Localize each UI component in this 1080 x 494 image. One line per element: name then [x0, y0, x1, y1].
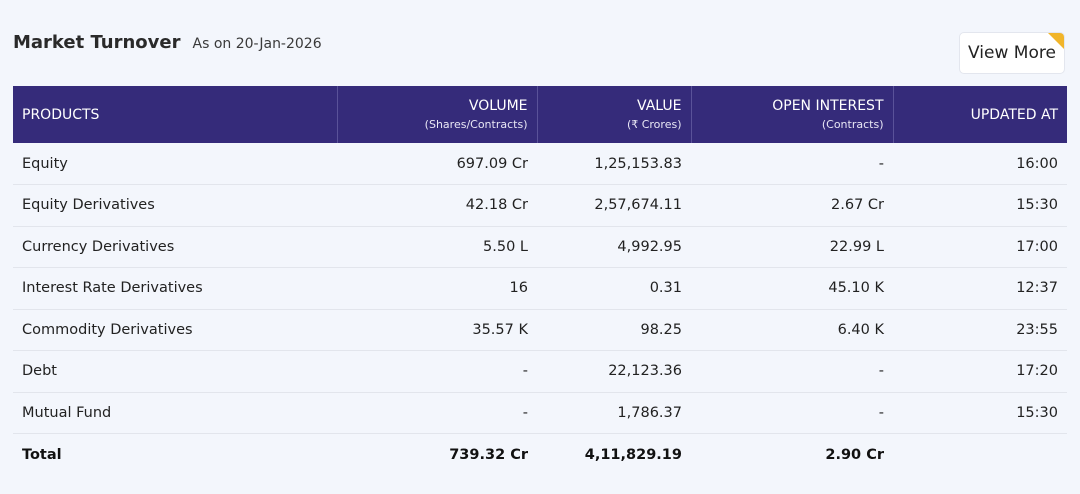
column-header-label: VOLUME	[468, 97, 528, 114]
cell-value: 2,57,674.11	[537, 184, 691, 227]
cell-open-interest: 6.40 K	[691, 309, 893, 351]
total-volume: 739.32 Cr	[449, 446, 528, 463]
column-header-unit: (Contracts)	[821, 117, 884, 131]
column-header-unit: (Shares/Contracts)	[424, 117, 528, 131]
cell-volume: 697.09 Cr	[337, 143, 537, 185]
section-header: Market Turnover As on 20-Jan-2026	[13, 32, 322, 53]
cell-volume: 16	[337, 267, 537, 310]
cell-volume: 5.50 L	[337, 226, 537, 268]
cell-value: 1,25,153.83	[537, 143, 691, 185]
cell-updated-at: 12:37	[893, 267, 1067, 310]
cell-product: Debt	[13, 350, 337, 393]
cell-product: Equity Derivatives	[13, 184, 337, 227]
cell-updated-at: 15:30	[893, 184, 1067, 227]
column-header-label: UPDATED AT	[970, 106, 1058, 123]
cell-volume: 35.57 K	[337, 309, 537, 351]
cell-product: Equity	[13, 143, 337, 185]
cell-product: Interest Rate Derivatives	[13, 267, 337, 310]
table-row: Interest Rate Derivatives 16 0.31 45.10 …	[13, 267, 1067, 310]
column-header-updated-at: UPDATED AT	[892, 86, 1067, 143]
table-row: Equity 697.09 Cr 1,25,153.83 - 16:00	[13, 143, 1067, 185]
column-header-label: VALUE	[637, 97, 682, 114]
cell-volume: -	[337, 392, 537, 434]
cell-updated-at: 15:30	[893, 392, 1067, 434]
corner-accent-icon	[1048, 33, 1064, 49]
cell-value: 98.25	[537, 309, 691, 351]
cell-open-interest: 45.10 K	[691, 267, 893, 310]
cell-volume: 42.18 Cr	[337, 184, 537, 227]
total-open-interest: 2.90 Cr	[825, 446, 884, 463]
cell-open-interest: -	[691, 350, 893, 393]
cell-updated-at: 16:00	[893, 143, 1067, 185]
cell-product: Mutual Fund	[13, 392, 337, 434]
cell-value: 4,992.95	[537, 226, 691, 268]
cell-value: 22,123.36	[537, 350, 691, 393]
column-header-label: PRODUCTS	[22, 106, 100, 123]
column-header-volume: VOLUME (Shares/Contracts)	[336, 86, 537, 143]
cell-updated-at: 17:00	[893, 226, 1067, 268]
total-updated-at	[893, 434, 1067, 476]
cell-open-interest: 2.67 Cr	[691, 184, 893, 227]
column-header-products: PRODUCTS	[13, 86, 337, 143]
cell-updated-at: 17:20	[893, 350, 1067, 393]
table-row: Equity Derivatives 42.18 Cr 2,57,674.11 …	[13, 184, 1067, 227]
cell-open-interest: 22.99 L	[691, 226, 893, 268]
cell-value: 1,786.37	[537, 392, 691, 434]
cell-volume: -	[337, 350, 537, 393]
table-header-row: PRODUCTS VOLUME (Shares/Contracts) VALUE…	[13, 86, 1067, 143]
table-row: Commodity Derivatives 35.57 K 98.25 6.40…	[13, 309, 1067, 351]
market-turnover-table: PRODUCTS VOLUME (Shares/Contracts) VALUE…	[13, 86, 1067, 476]
column-header-open-interest: OPEN INTEREST (Contracts)	[690, 86, 893, 143]
as-on-date: As on 20-Jan-2026	[192, 36, 322, 52]
cell-open-interest: -	[691, 392, 893, 434]
column-header-value: VALUE (₹ Crores)	[536, 86, 691, 143]
cell-updated-at: 23:55	[893, 309, 1067, 351]
cell-value: 0.31	[537, 267, 691, 310]
total-label: Total	[22, 446, 62, 463]
table-row: Mutual Fund - 1,786.37 - 15:30	[13, 392, 1067, 434]
view-more-button[interactable]: View More	[959, 32, 1065, 74]
view-more-label: View More	[968, 43, 1056, 63]
table-row: Debt - 22,123.36 - 17:20	[13, 350, 1067, 393]
cell-open-interest: -	[691, 143, 893, 185]
cell-product: Commodity Derivatives	[13, 309, 337, 351]
column-header-label: OPEN INTEREST	[772, 97, 884, 114]
column-header-unit: (₹ Crores)	[626, 117, 682, 131]
cell-product: Currency Derivatives	[13, 226, 337, 268]
page-title: Market Turnover	[13, 32, 181, 53]
total-row: Total 739.32 Cr 4,11,829.19 2.90 Cr	[13, 434, 1067, 476]
total-value: 4,11,829.19	[584, 446, 682, 463]
table-row: Currency Derivatives 5.50 L 4,992.95 22.…	[13, 226, 1067, 268]
